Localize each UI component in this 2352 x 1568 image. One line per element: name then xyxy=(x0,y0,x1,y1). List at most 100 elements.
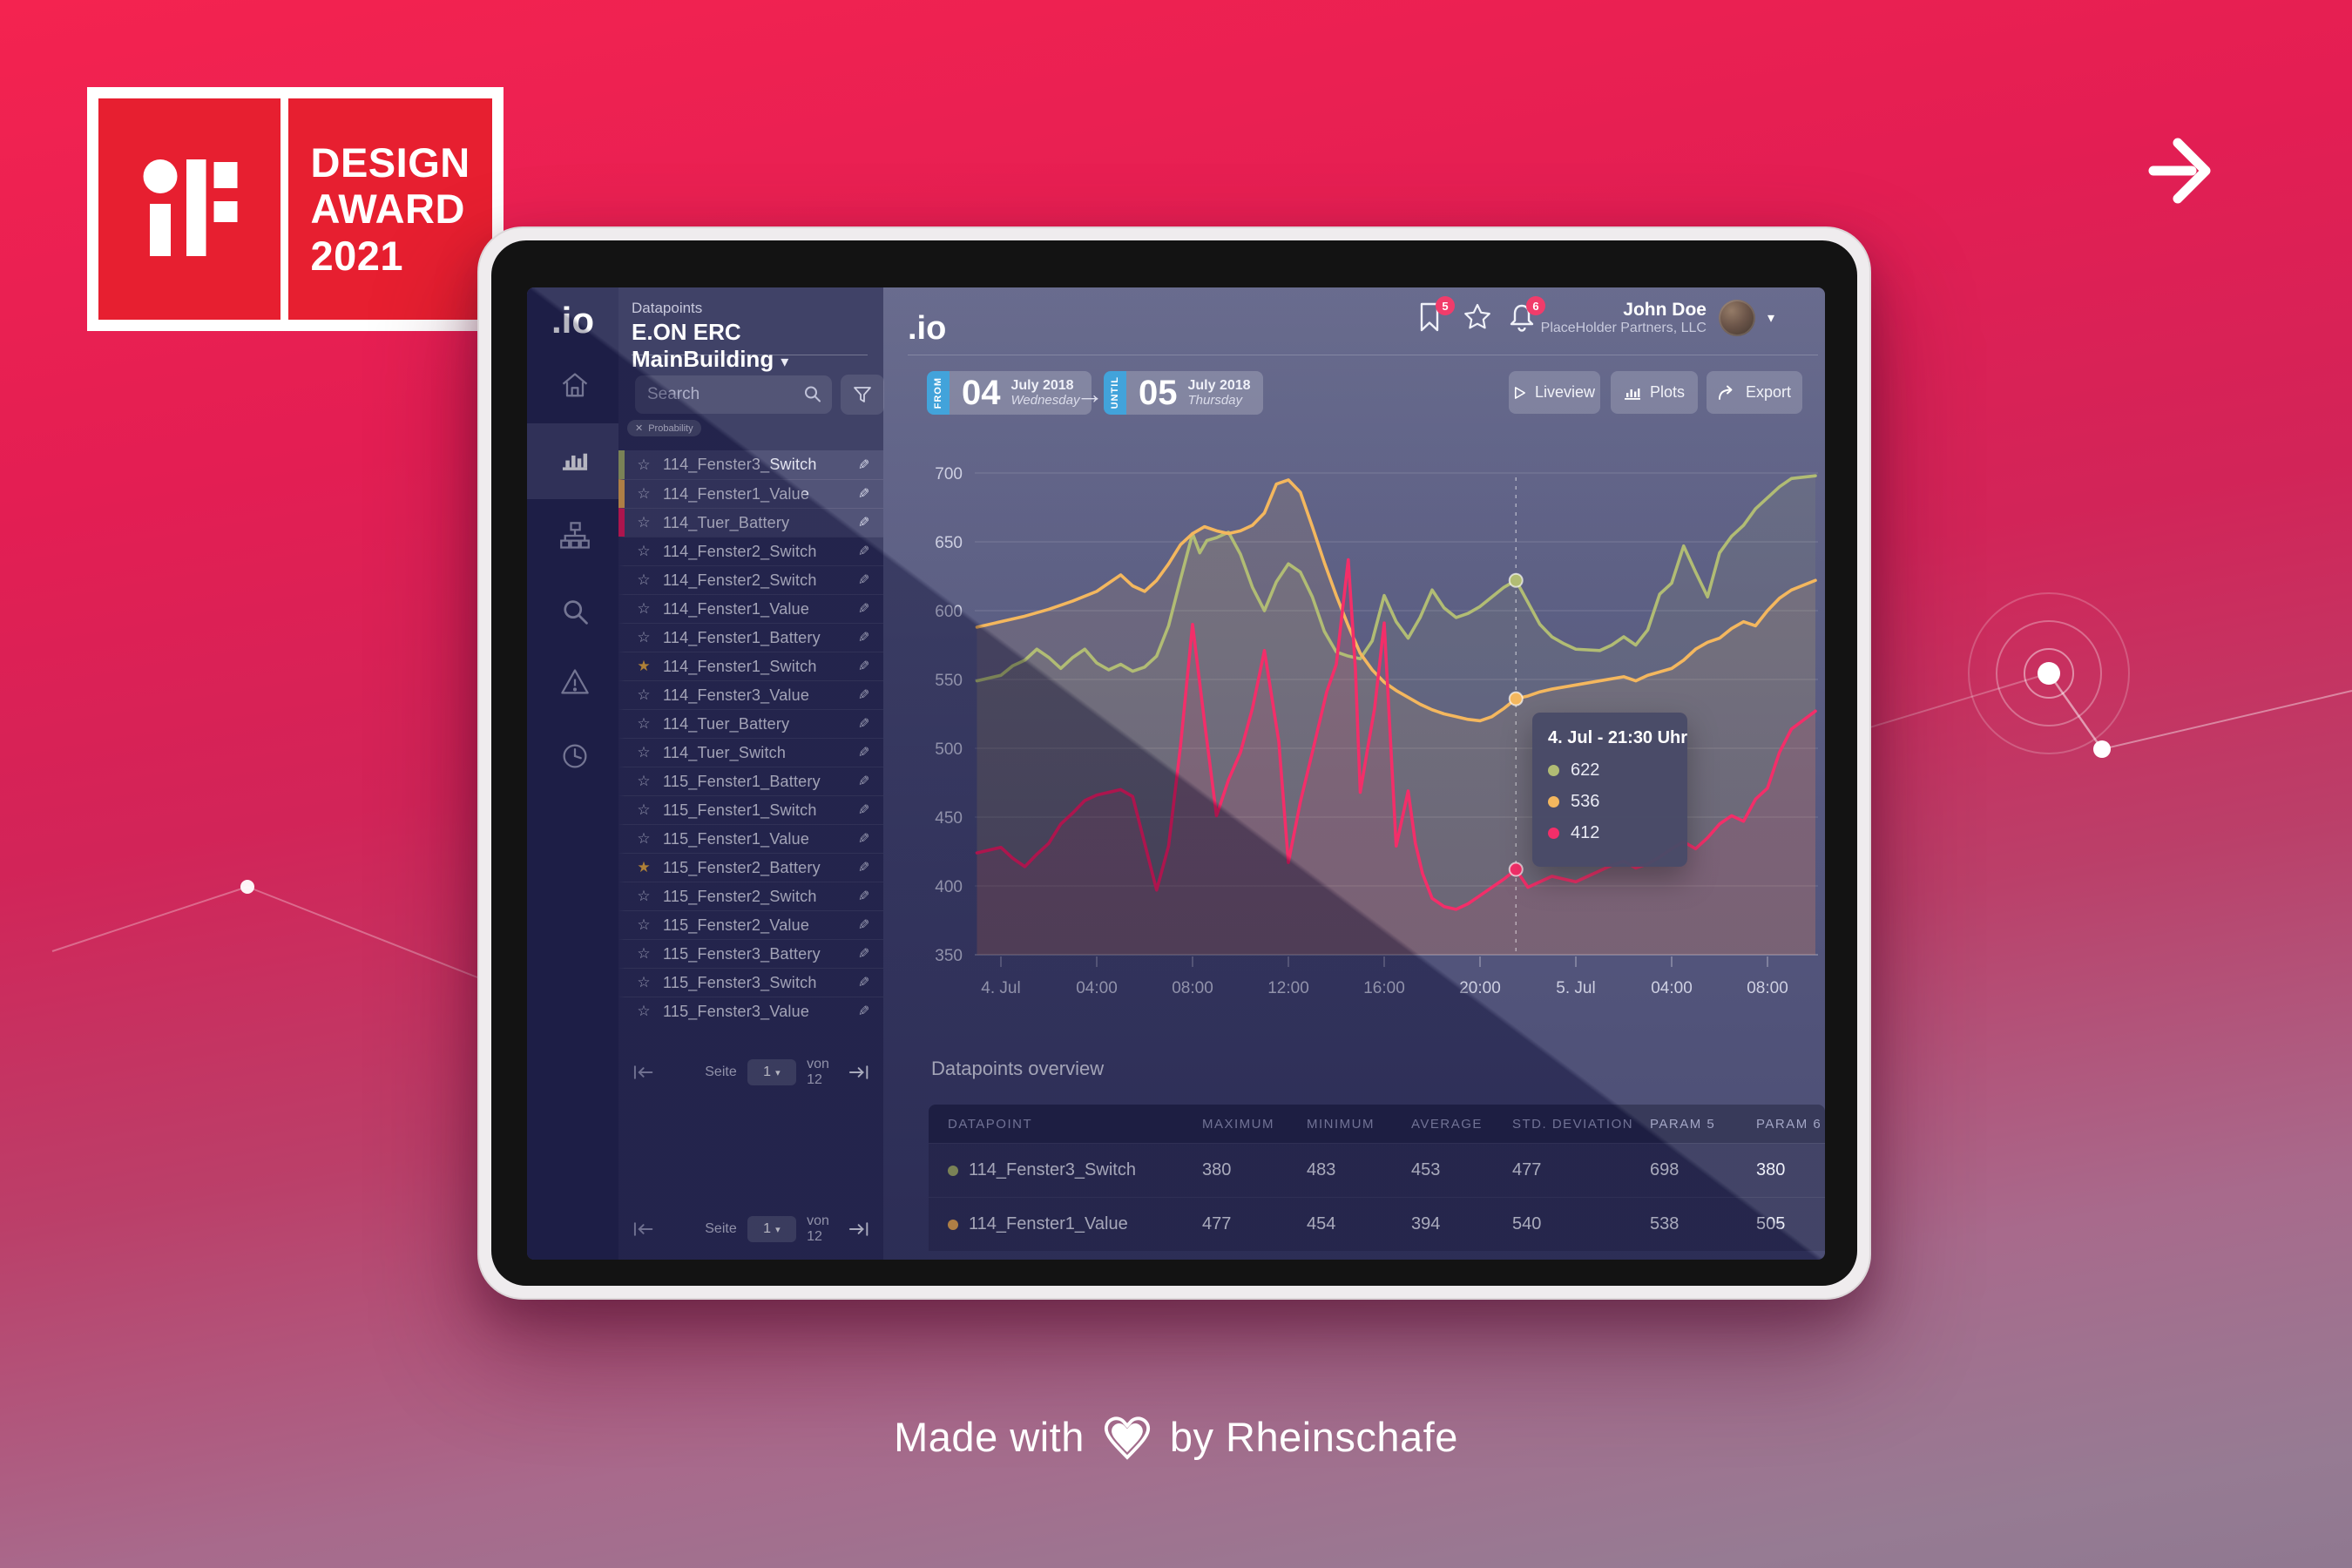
favorite-star-icon[interactable]: ☆ xyxy=(637,715,651,732)
edit-icon[interactable]: ✎ xyxy=(857,544,869,559)
datapoint-row[interactable]: ☆ 115_Fenster1_Switch ✎ xyxy=(618,795,883,824)
edit-icon[interactable]: ✎ xyxy=(857,947,869,962)
datapoint-row[interactable]: ★ 114_Fenster1_Switch ✎ xyxy=(618,652,883,680)
favorite-star-icon[interactable]: ☆ xyxy=(637,974,651,990)
datapoint-row[interactable]: ☆ 114_Fenster2_Switch ✎ xyxy=(618,537,883,565)
favorite-star-icon[interactable]: ★ xyxy=(637,658,651,674)
edit-icon[interactable]: ✎ xyxy=(857,1004,869,1019)
x-axis-label: 04:00 xyxy=(1076,979,1118,997)
edit-icon[interactable]: ✎ xyxy=(857,457,869,473)
edit-icon[interactable]: ✎ xyxy=(857,487,869,502)
edit-icon[interactable]: ✎ xyxy=(857,918,869,933)
heart-icon xyxy=(1104,1416,1150,1460)
datapoint-row[interactable]: ☆ 115_Fenster2_Value ✎ xyxy=(618,910,883,939)
edit-icon[interactable]: ✎ xyxy=(857,688,869,703)
favorite-star-icon[interactable]: ★ xyxy=(637,859,651,875)
avatar[interactable] xyxy=(1718,300,1755,336)
x-axis-label: 04:00 xyxy=(1651,979,1693,997)
favorite-star-icon[interactable]: ☆ xyxy=(637,629,651,645)
date-until-picker[interactable]: UNTIL 05 July 2018 Thursday xyxy=(1104,371,1263,415)
favorite-star-icon[interactable]: ☆ xyxy=(637,456,651,473)
next-arrow-icon[interactable] xyxy=(2141,127,2228,214)
favorite-star-icon[interactable]: ☆ xyxy=(637,888,651,904)
edit-icon[interactable]: ✎ xyxy=(857,631,869,645)
edit-icon[interactable]: ✎ xyxy=(857,659,869,674)
close-icon[interactable]: ✕ xyxy=(635,423,644,434)
datapoint-row[interactable]: ☆ 115_Fenster2_Switch ✎ xyxy=(618,882,883,910)
favorite-star-icon[interactable]: ☆ xyxy=(637,600,651,617)
datapoint-row[interactable]: ☆ 114_Fenster1_Value ✎ xyxy=(618,479,883,508)
edit-icon[interactable]: ✎ xyxy=(857,774,869,789)
user-name: John Doe xyxy=(1623,300,1707,320)
datapoint-row[interactable]: ★ 115_Fenster2_Battery ✎ xyxy=(618,853,883,882)
favorite-star-icon[interactable]: ☆ xyxy=(637,830,651,847)
search-nav-icon[interactable] xyxy=(559,597,591,628)
bell-icon[interactable]: 6 xyxy=(1507,296,1545,336)
favorite-star-icon[interactable]: ☆ xyxy=(637,916,651,933)
datapoint-row[interactable]: ☆ 114_Tuer_Battery ✎ xyxy=(618,508,883,537)
plots-nav-icon[interactable] xyxy=(559,444,591,476)
favorite-star-icon[interactable]: ☆ xyxy=(637,744,651,760)
datapoint-row[interactable]: ☆ 114_Fenster1_Battery ✎ xyxy=(618,623,883,652)
edit-icon[interactable]: ✎ xyxy=(857,889,869,904)
edit-icon[interactable]: ✎ xyxy=(857,746,869,760)
datapoint-row[interactable]: ☆ 114_Fenster2_Switch ✎ xyxy=(618,565,883,594)
edit-icon[interactable]: ✎ xyxy=(857,516,869,531)
datapoint-row[interactable]: ☆ 114_Fenster1_Value ✎ xyxy=(618,594,883,623)
filter-button[interactable] xyxy=(841,375,884,415)
edit-icon[interactable]: ✎ xyxy=(857,976,869,990)
bookmark-icon[interactable]: 5 xyxy=(1416,296,1455,336)
edit-icon[interactable]: ✎ xyxy=(857,832,869,847)
search-input[interactable] xyxy=(635,375,832,414)
favorite-star-icon[interactable]: ☆ xyxy=(637,514,651,531)
favorite-star-icon[interactable]: ☆ xyxy=(637,1003,651,1019)
home-icon[interactable] xyxy=(559,370,591,402)
last-page-icon[interactable] xyxy=(848,1221,869,1237)
building-selector[interactable]: E.ON ERC MainBuilding ▾ xyxy=(632,319,883,373)
if-design-award-badge: DESIGN AWARD 2021 xyxy=(87,87,504,331)
favorite-star-icon[interactable]: ☆ xyxy=(637,801,651,818)
filter-chip-probability[interactable]: ✕ Probability xyxy=(627,420,701,436)
user-menu[interactable]: John Doe PlaceHolder Partners, LLC ▾ xyxy=(1541,300,1774,336)
datapoint-row[interactable]: ☆ 114_Tuer_Switch ✎ xyxy=(618,738,883,767)
datapoint-row[interactable]: ☆ 114_Fenster3_Switch ✎ xyxy=(618,450,883,479)
edit-icon[interactable]: ✎ xyxy=(857,573,869,588)
favorite-star-icon[interactable]: ☆ xyxy=(637,773,651,789)
favorite-star-icon[interactable]: ☆ xyxy=(637,485,651,502)
last-page-icon[interactable] xyxy=(848,1064,869,1080)
edit-icon[interactable]: ✎ xyxy=(857,861,869,875)
plots-button[interactable]: Plots xyxy=(1611,371,1698,414)
table-row[interactable]: 114_Fenster1_Value 477 454 394 540 538 505 xyxy=(929,1197,1825,1251)
page-select[interactable]: 1 ▾ xyxy=(747,1059,797,1085)
favorite-star-icon[interactable]: ☆ xyxy=(637,571,651,588)
history-icon[interactable] xyxy=(559,740,591,772)
star-icon[interactable] xyxy=(1462,301,1491,336)
datapoint-row[interactable]: ☆ 115_Fenster3_Switch ✎ xyxy=(618,968,883,997)
edit-icon[interactable]: ✎ xyxy=(857,803,869,818)
page-select[interactable]: 1 ▾ xyxy=(747,1216,797,1242)
y-axis-label: 500 xyxy=(935,740,963,759)
favorite-star-icon[interactable]: ☆ xyxy=(637,945,651,962)
first-page-icon[interactable] xyxy=(632,1221,654,1237)
favorite-star-icon[interactable]: ☆ xyxy=(637,543,651,559)
liveview-button[interactable]: Liveview xyxy=(1509,371,1600,414)
datapoint-row[interactable]: ☆ 115_Fenster3_Value ✎ xyxy=(618,997,883,1025)
edit-icon[interactable]: ✎ xyxy=(857,602,869,617)
warning-icon[interactable] xyxy=(559,666,591,698)
tooltip-value: 622 xyxy=(1571,760,1600,780)
datapoint-row[interactable]: ☆ 114_Tuer_Battery ✎ xyxy=(618,709,883,738)
export-button[interactable]: Export xyxy=(1707,371,1802,414)
series-dot xyxy=(1548,796,1559,808)
edit-icon[interactable]: ✎ xyxy=(857,717,869,732)
datapoint-row[interactable]: ☆ 114_Fenster3_Value ✎ xyxy=(618,680,883,709)
datapoint-row[interactable]: ☆ 115_Fenster1_Value ✎ xyxy=(618,824,883,853)
favorite-star-icon[interactable]: ☆ xyxy=(637,686,651,703)
date-from-picker[interactable]: FROM 04 July 2018 Wednesday xyxy=(927,371,1092,415)
datapoint-row[interactable]: ☆ 115_Fenster3_Battery ✎ xyxy=(618,939,883,968)
main-logo: .io xyxy=(908,310,947,347)
first-page-icon[interactable] xyxy=(632,1064,654,1080)
sitemap-icon[interactable] xyxy=(559,520,591,551)
datapoint-row[interactable]: ☆ 115_Fenster1_Battery ✎ xyxy=(618,767,883,795)
table-row[interactable]: 114_Fenster3_Switch 380 483 453 477 698 380 xyxy=(929,1143,1825,1197)
